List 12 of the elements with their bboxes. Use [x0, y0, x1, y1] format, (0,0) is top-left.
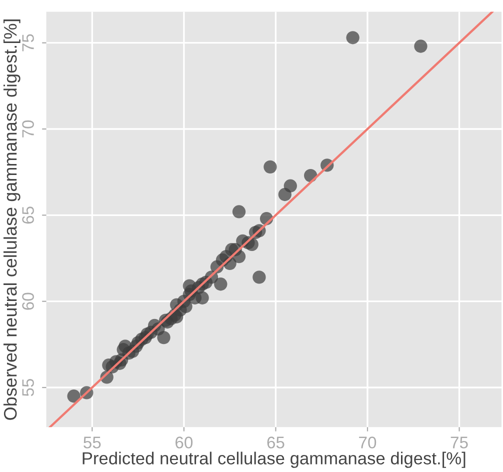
- y-axis-title: Observed neutral cellulase gammanase digest.[%]: [3, 20, 20, 420]
- x-axis-title: Predicted neutral cellulase gammanase digest.[%]: [82, 452, 466, 468]
- x-tick-label: 75: [450, 436, 468, 448]
- x-tick-label: 60: [176, 436, 193, 448]
- y-tick-label: 70: [22, 120, 34, 138]
- y-tick-label: 65: [22, 206, 34, 224]
- x-tick-label: 70: [359, 436, 376, 448]
- y-tick-label: 75: [22, 34, 34, 52]
- x-tick-label: 65: [267, 436, 284, 448]
- y-tick-label: 60: [22, 292, 34, 310]
- x-tick-label: 55: [84, 436, 101, 448]
- y-tick-label: 55: [22, 378, 34, 396]
